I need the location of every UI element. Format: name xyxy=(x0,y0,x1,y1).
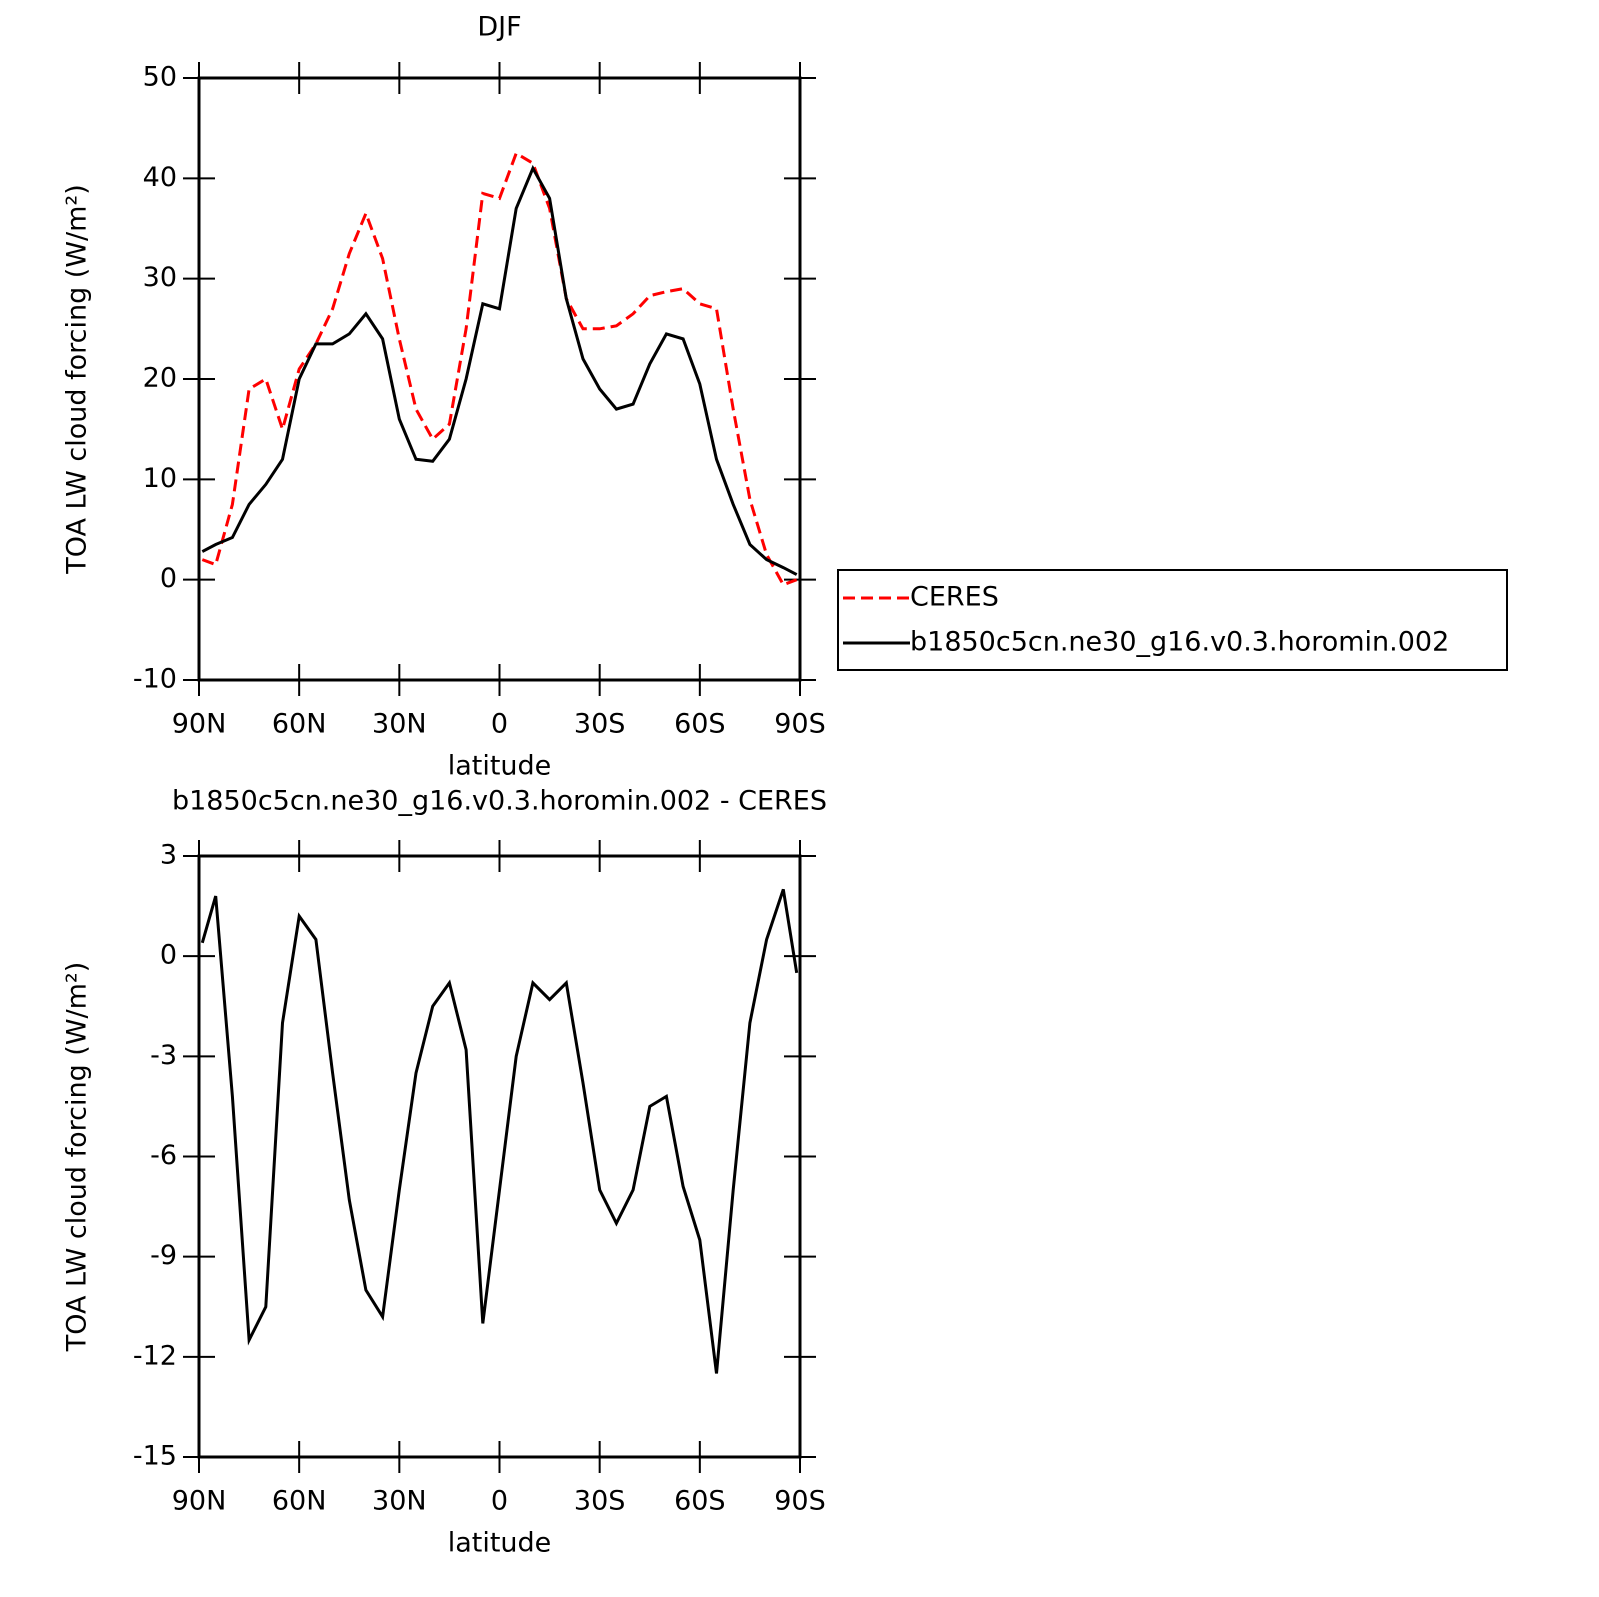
y-tick-label: -9 xyxy=(150,1240,177,1271)
x-tick-label: 30S xyxy=(574,1486,626,1517)
data-line xyxy=(200,888,799,1374)
y-tick-label: 0 xyxy=(160,563,177,594)
plot-frame xyxy=(197,76,802,682)
x-tick-label: 60S xyxy=(674,1486,726,1517)
x-tick-label: 60N xyxy=(272,1486,327,1517)
x-tick-label: 30S xyxy=(574,709,626,740)
x-tick-label: 30N xyxy=(372,709,427,740)
x-tick-label: 30N xyxy=(372,1486,427,1517)
legend-box xyxy=(837,569,1508,671)
data-line xyxy=(201,164,798,576)
x-tick-label: 90N xyxy=(172,709,227,740)
x-tick-label: 90N xyxy=(172,1486,227,1517)
x-axis-label: latitude xyxy=(448,1528,552,1559)
y-tick-label: 50 xyxy=(143,62,177,93)
y-tick-label: -12 xyxy=(133,1340,177,1371)
x-tick-label: 0 xyxy=(491,709,508,740)
plot-frame xyxy=(197,854,802,1459)
y-tick-label: 0 xyxy=(160,940,177,971)
y-tick-label: -10 xyxy=(133,664,177,695)
x-tick-label: 90S xyxy=(774,709,826,740)
x-tick-label: 90S xyxy=(774,1486,826,1517)
x-tick-label: 0 xyxy=(491,1486,508,1517)
y-tick-label: -3 xyxy=(150,1040,177,1071)
x-tick-label: 60S xyxy=(674,709,726,740)
y-tick-label: 40 xyxy=(143,162,177,193)
x-axis-label: latitude xyxy=(448,751,552,782)
legend-label: CERES xyxy=(910,582,999,613)
y-tick-label: 3 xyxy=(160,840,177,871)
legend-label: b1850c5cn.ne30_g16.v0.3.horomin.002 xyxy=(910,627,1449,658)
y-tick-label: 20 xyxy=(143,363,177,394)
x-tick-label: 60N xyxy=(272,709,327,740)
data-line xyxy=(201,151,798,587)
chart-title: b1850c5cn.ne30_g16.v0.3.horomin.002 - CE… xyxy=(172,786,827,817)
y-tick-label: -15 xyxy=(133,1441,177,1472)
y-tick-label: -6 xyxy=(150,1140,177,1171)
y-axis-label: TOA LW cloud forcing (W/m²) xyxy=(62,184,93,575)
chart-title: DJF xyxy=(477,12,521,43)
y-tick-label: 30 xyxy=(143,262,177,293)
y-tick-label: 10 xyxy=(143,463,177,494)
y-axis-label: TOA LW cloud forcing (W/m²) xyxy=(62,962,93,1353)
